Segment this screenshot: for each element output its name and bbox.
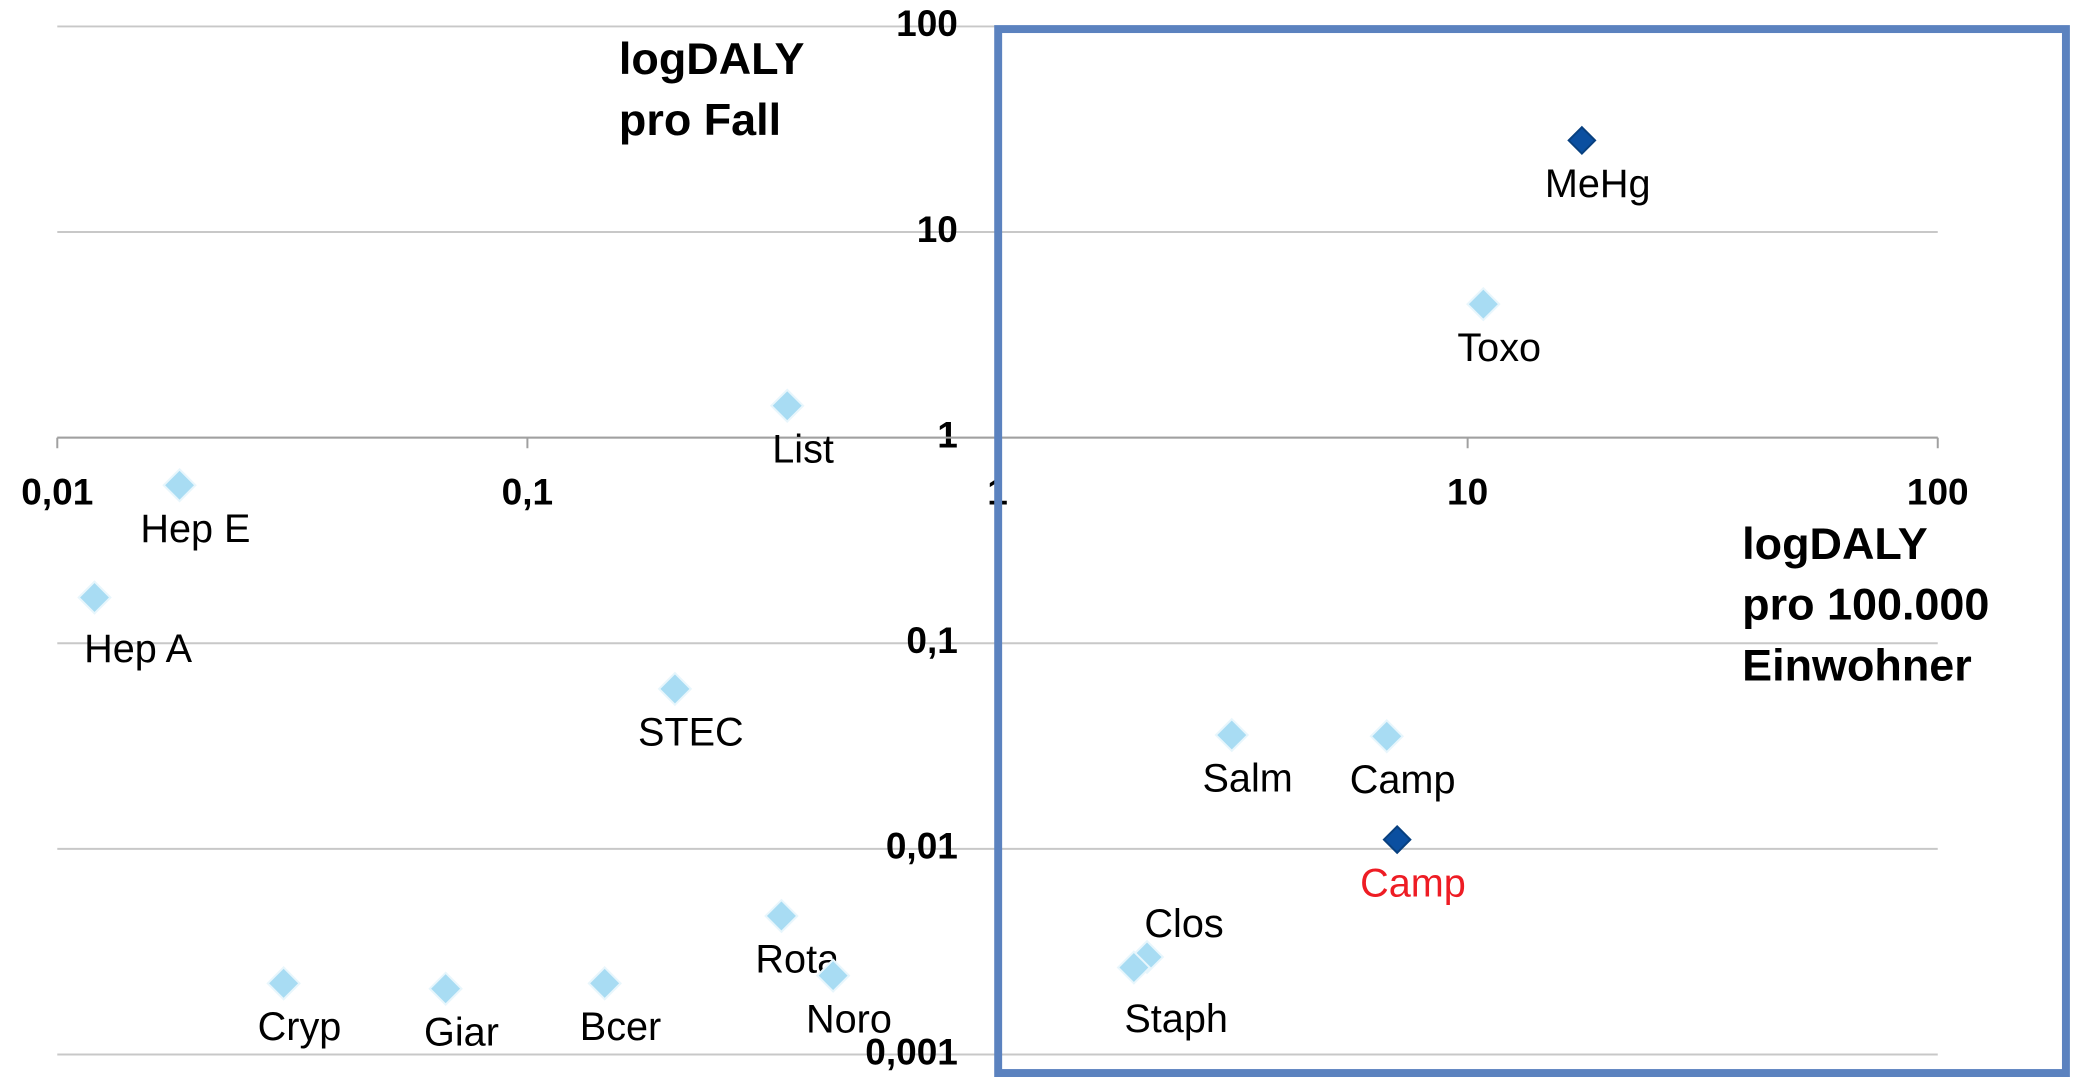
highlight-box [994,25,2070,1077]
point-label: STEC [638,711,744,755]
point-label: Salm [1202,757,1292,801]
x-axis-title: logDALY [1742,518,1928,569]
data-point [1466,286,1501,322]
y-tick-label: 10 [917,209,958,250]
point-label: List [772,427,834,471]
x-tick-label: 10 [1447,471,1488,512]
data-point [77,580,112,615]
y-axis-title: pro Fall [619,94,781,145]
point-label: Camp [1350,758,1456,802]
y-tick-label: 0,1 [906,620,957,661]
point-label: Toxo [1457,326,1541,370]
data-point [1116,950,1152,985]
data-point [1567,125,1597,156]
data-point [764,898,799,934]
y-tick-label: 1 [937,414,958,455]
x-tick-label: 0,1 [502,471,553,512]
point-label: Clos [1144,902,1223,946]
data-point [1214,717,1250,753]
point-label: Noro [806,997,892,1041]
y-axis-title: logDALY [619,33,805,84]
point-label: MeHg [1545,162,1651,206]
point-label: Bcer [580,1005,661,1049]
data-point [266,966,301,1001]
point-label: Hep A [84,627,193,671]
x-axis-title: pro 100.000 [1742,579,1989,630]
point-label: Giar [424,1010,499,1054]
data-point [162,467,197,503]
x-axis-title: Einwohner [1742,640,1972,691]
y-tick-label: 100 [896,3,958,44]
point-label: Camp [1360,861,1466,905]
data-point [769,388,805,423]
point-label: Cryp [258,1005,342,1049]
data-point [1369,719,1405,754]
data-point [587,966,622,1001]
y-tick-label: 0,01 [886,826,958,867]
x-tick-label: 0,01 [21,471,93,512]
point-label: Staph [1124,997,1228,1041]
point-label: Hep E [140,507,250,551]
data-point [1382,824,1412,855]
y-tick-label: 0,001 [865,1031,958,1072]
data-point [815,958,851,993]
data-point [428,971,463,1006]
data-point [657,671,693,707]
x-tick-label: 100 [1907,471,1969,512]
